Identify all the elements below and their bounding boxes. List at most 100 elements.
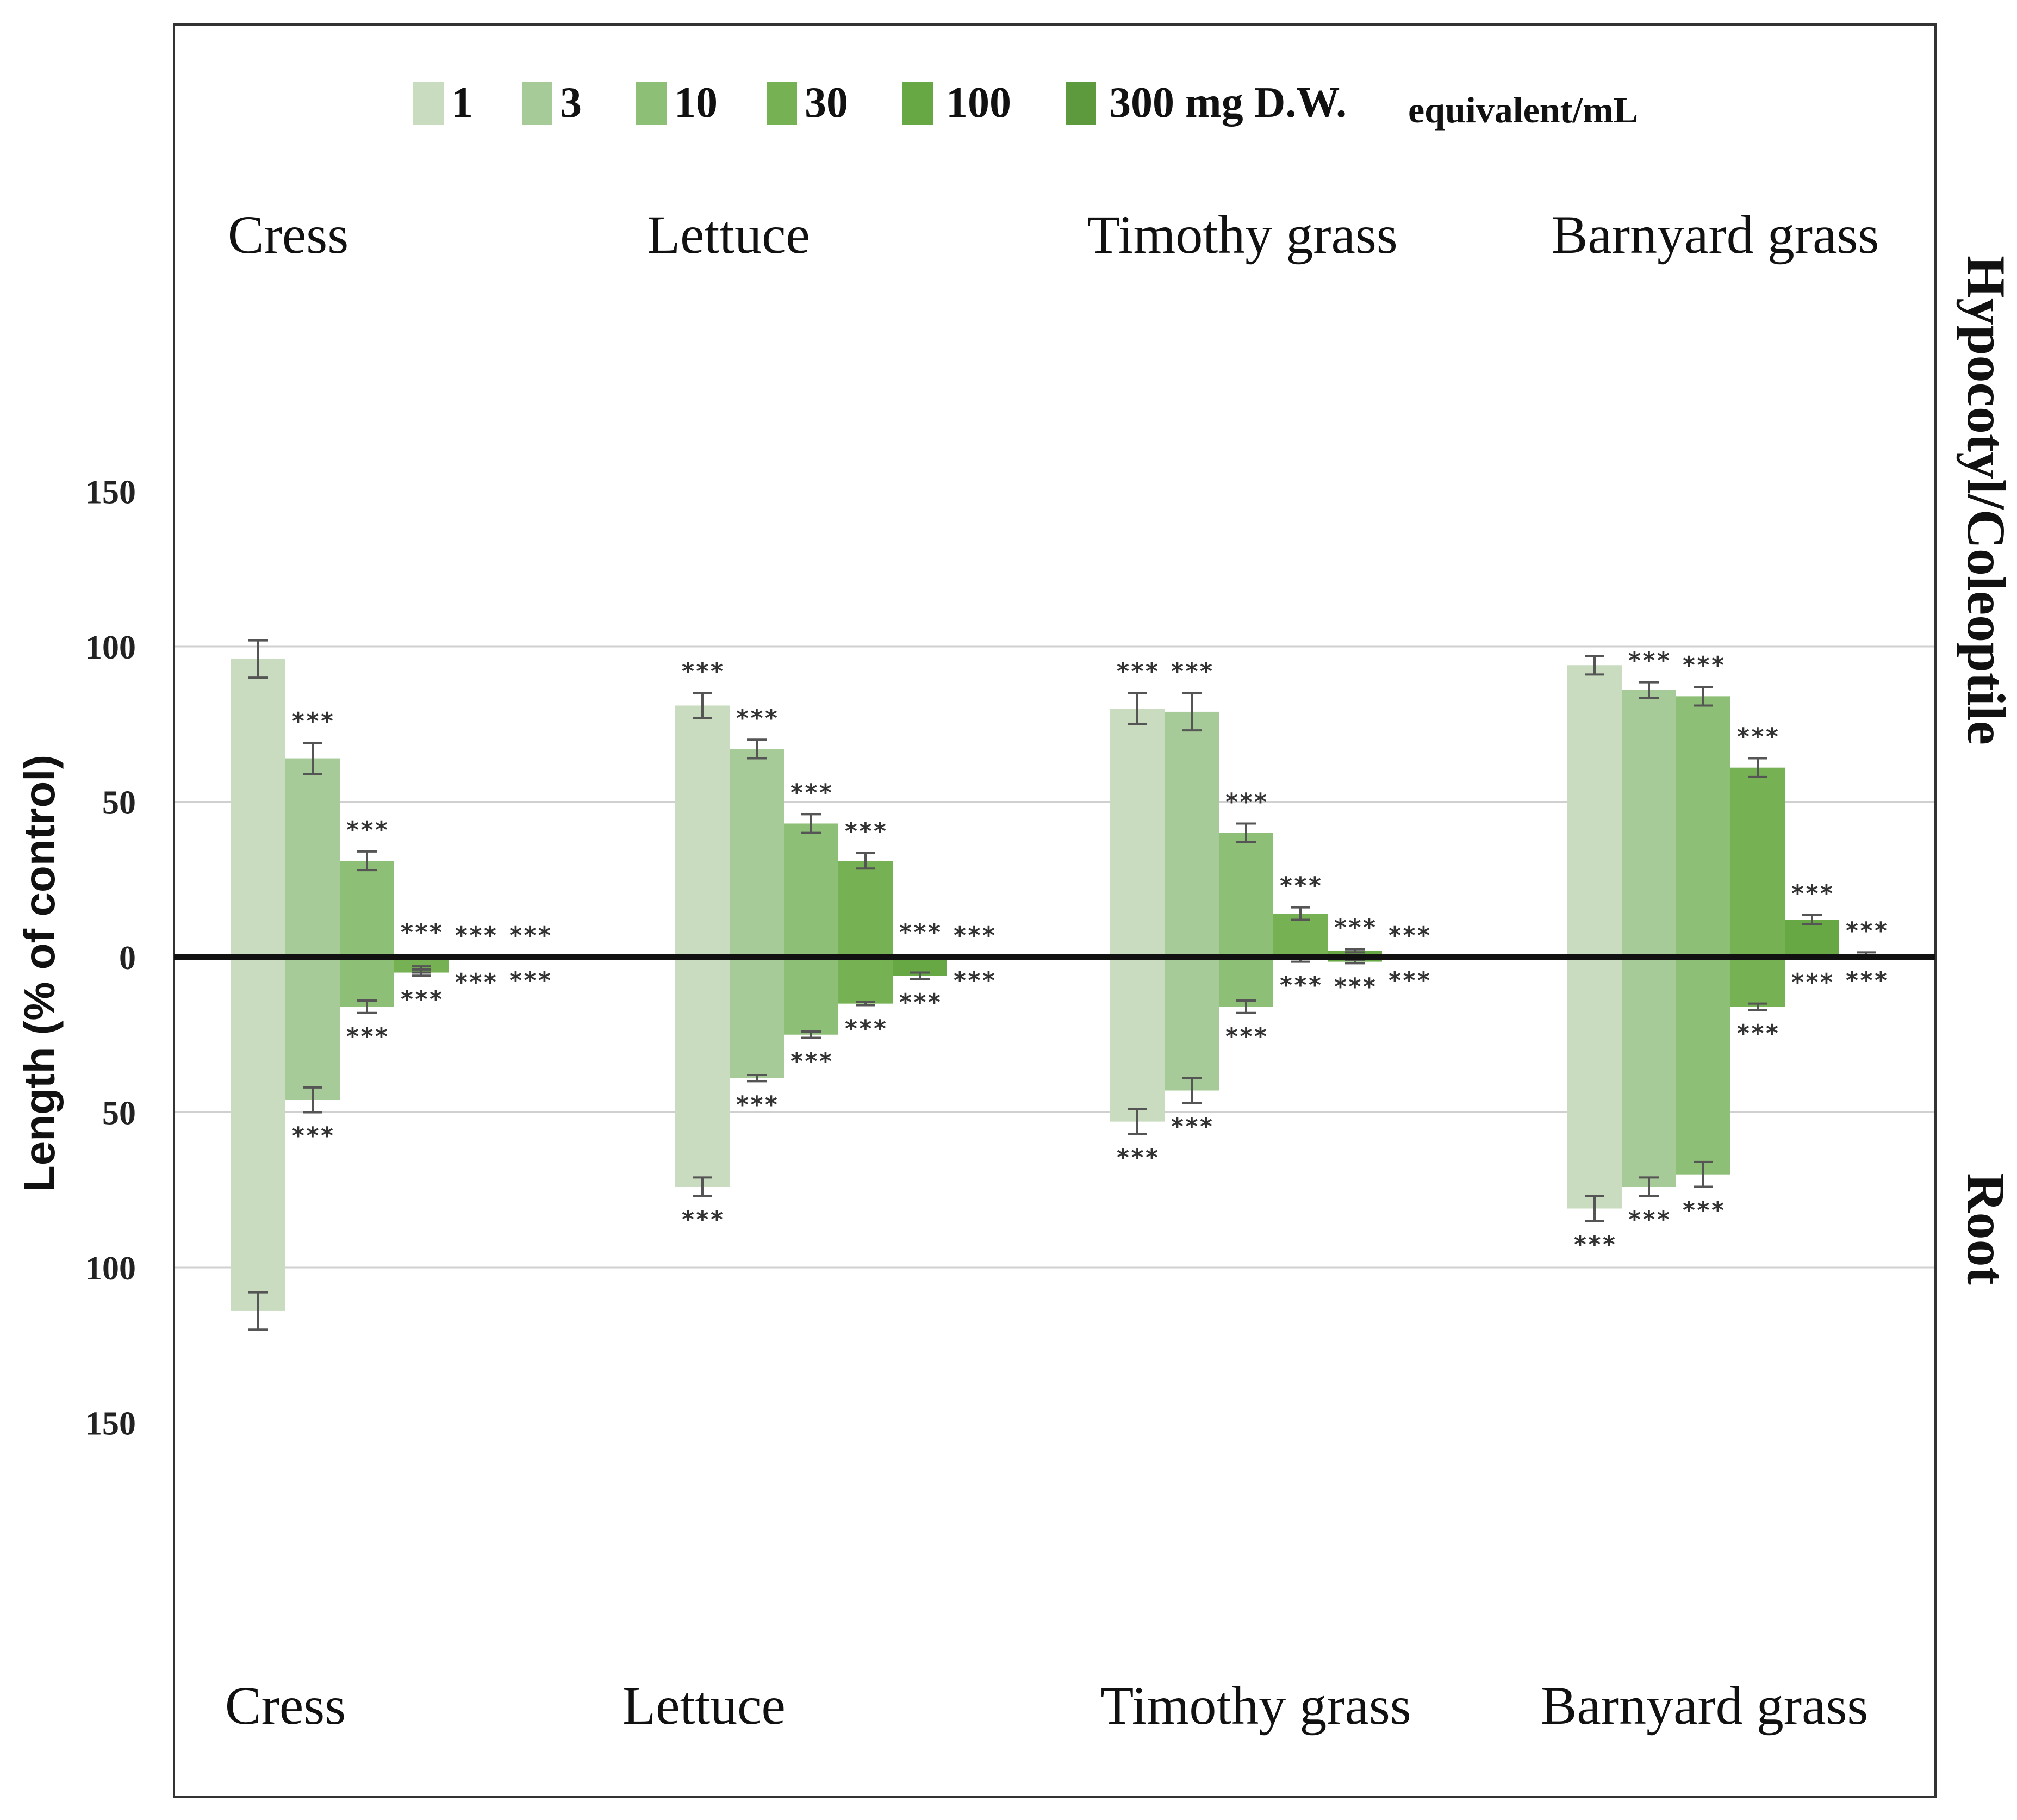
root-error-bar <box>412 968 431 977</box>
hypocotyl-error-bar <box>1748 757 1767 778</box>
legend-label: 30 <box>805 79 848 127</box>
root-error-bar <box>1639 1176 1659 1197</box>
root-significance: *** <box>898 989 941 1016</box>
y-tick-label: 50 <box>102 785 136 822</box>
root-significance: *** <box>508 967 551 995</box>
group-label-top: Lettuce <box>647 204 810 265</box>
root-significance: *** <box>735 1091 778 1119</box>
group-timothy-grass: *** *** *** *** *** *** *** *** *** *** *** *** <box>1110 658 1436 1171</box>
y-tick-label: 100 <box>85 1250 136 1287</box>
hypocotyl-significance: *** <box>1279 872 1322 900</box>
hypocotyl-error-bar <box>1802 914 1822 926</box>
legend-label: 100 <box>946 79 1011 127</box>
hypocotyl-significance: *** <box>1333 914 1376 942</box>
group-label-top: Timothy grass <box>1087 204 1397 265</box>
hypocotyl-error-bar <box>1236 822 1256 843</box>
bar-groups: *** *** *** *** *** *** *** *** *** *** *** *** *** *… <box>231 639 1894 1331</box>
root-bar <box>231 957 285 1311</box>
group-cress: *** *** *** *** *** *** *** *** *** *** <box>231 639 557 1331</box>
hypocotyl-error-bar <box>856 852 875 870</box>
legend: 1 3 10 30 100 300 mg D.W. equivalent/mL <box>413 79 1638 131</box>
root-significance: *** <box>1573 1231 1616 1258</box>
root-significance: *** <box>953 967 995 995</box>
hypocotyl-significance: *** <box>681 658 724 686</box>
hypocotyl-significance: *** <box>1736 723 1779 751</box>
root-significance: *** <box>1333 973 1376 1001</box>
legend-swatch <box>522 82 552 125</box>
hypocotyl-error-bar <box>1182 692 1202 732</box>
hypocotyl-significance: *** <box>1116 658 1159 686</box>
root-significance: *** <box>454 968 497 996</box>
root-bar <box>730 957 784 1078</box>
y-tick-label: 50 <box>102 1095 136 1132</box>
hypocotyl-bar <box>1110 709 1165 957</box>
hypocotyl-error-bar <box>747 738 767 760</box>
root-bar <box>784 957 838 1035</box>
root-error-bar <box>856 1001 875 1007</box>
root-significance: *** <box>1116 1144 1159 1171</box>
group-label-bottom: Timothy grass <box>1100 1675 1411 1736</box>
root-bar <box>675 957 730 1187</box>
root-error-bar <box>693 1176 712 1197</box>
group-label-bottom: Barnyard grass <box>1541 1675 1869 1736</box>
hypocotyl-bar <box>1730 767 1785 957</box>
y-tick-label: 150 <box>85 474 136 511</box>
legend-label: 10 <box>674 79 718 127</box>
hypocotyl-significance: *** <box>1627 647 1670 675</box>
root-significance: *** <box>681 1206 724 1234</box>
y-tick-label: 150 <box>85 1406 136 1443</box>
hypocotyl-significance: *** <box>1224 788 1267 816</box>
hypocotyl-error-bar <box>1291 906 1310 921</box>
hypocotyl-significance: *** <box>454 922 497 949</box>
hypocotyl-bar <box>1567 665 1622 957</box>
hypocotyl-significance: *** <box>898 918 941 946</box>
root-significance: *** <box>1682 1197 1725 1225</box>
hypocotyl-significance: *** <box>953 922 995 949</box>
hypocotyl-bar <box>1622 690 1676 957</box>
legend-swatch <box>413 82 444 125</box>
hypocotyl-error-bar <box>248 639 268 679</box>
hypocotyl-bar <box>838 860 893 957</box>
hypocotyl-significance: *** <box>789 779 832 806</box>
root-error-bar <box>1182 1077 1202 1104</box>
root-significance: *** <box>1627 1206 1670 1234</box>
root-significance: *** <box>1845 967 1888 995</box>
root-bar <box>340 957 394 1007</box>
hypocotyl-bar <box>1328 951 1382 957</box>
hypocotyl-error-bar <box>1128 692 1147 725</box>
hypocotyl-error-bar <box>303 742 322 775</box>
root-significance: *** <box>1224 1023 1267 1051</box>
legend-swatch <box>636 82 667 125</box>
group-barnyard-grass: *** *** *** *** *** *** *** *** *** *** *** <box>1567 647 1894 1258</box>
root-significance: *** <box>400 985 443 1013</box>
hypocotyl-error-bar <box>693 692 712 719</box>
hypocotyl-bar <box>1219 833 1273 957</box>
root-error-bar <box>1585 1195 1604 1222</box>
root-significance: *** <box>1279 972 1322 999</box>
hypocotyl-error-bar <box>1639 681 1659 699</box>
hypocotyl-error-bar <box>801 813 821 834</box>
root-error-bar <box>303 1086 322 1114</box>
legend-label: 1 <box>451 79 473 127</box>
root-significance: *** <box>844 1015 887 1043</box>
legend-label: 3 <box>560 79 582 127</box>
hypocotyl-bar <box>231 659 285 957</box>
lower-section-label: Root <box>1956 1173 2016 1285</box>
group-label-bottom: Cress <box>225 1675 346 1736</box>
hypocotyl-bar <box>1785 920 1839 957</box>
root-significance: *** <box>1387 967 1430 995</box>
root-bar <box>1165 957 1219 1091</box>
root-error-bar <box>747 1073 767 1083</box>
root-error-bar <box>1128 1108 1147 1135</box>
root-error-bar <box>801 1030 821 1039</box>
y-axis-label: Length (% of control) <box>15 755 64 1192</box>
hypocotyl-significance: *** <box>345 816 388 844</box>
root-error-bar <box>1694 1160 1713 1188</box>
plot-frame <box>173 23 1937 1798</box>
y-tick-label: 100 <box>85 629 136 666</box>
hypocotyl-bar <box>1165 711 1219 957</box>
root-significance: *** <box>789 1047 832 1075</box>
hypocotyl-bar <box>730 749 784 957</box>
root-error-bar <box>1345 959 1365 965</box>
